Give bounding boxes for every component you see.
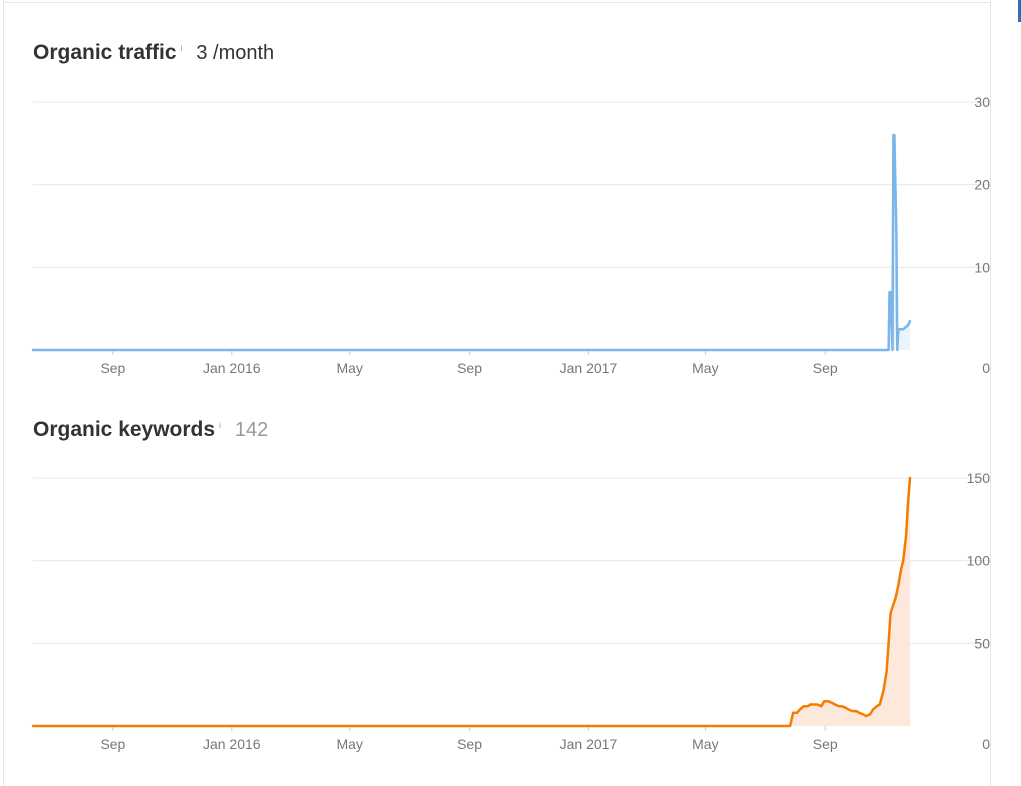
organic-traffic-title: Organic traffic <box>33 41 177 64</box>
traffic-x-tick-label: Sep <box>457 360 482 376</box>
keywords-x-tick-label: May <box>692 736 718 752</box>
keywords-x-tick-label: Sep <box>813 736 838 752</box>
traffic-series-area <box>33 135 910 350</box>
keywords-x-tick-label: May <box>336 736 362 752</box>
panel-top-border <box>4 2 990 3</box>
organic-keywords-chart: 0 50 100 150 Sep Jan 2016 May Sep Jan 2017 May Sep <box>31 470 991 752</box>
panel-left-border <box>3 0 4 786</box>
keywords-y-tick-label: 0 <box>982 736 990 752</box>
keywords-x-tick-label: Sep <box>100 736 125 752</box>
keywords-y-tick-label: 150 <box>967 470 991 486</box>
traffic-y-tick-label: 30 <box>974 94 990 110</box>
organic-keywords-title: Organic keywords <box>33 418 216 441</box>
organic-traffic-header: Organic traffic i 3 /month <box>33 41 274 65</box>
organic-traffic-chart: 0 10 20 30 Sep Jan 2016 May Sep Jan 2017 May Sep <box>31 94 990 376</box>
organic-keywords-value: 142 <box>234 419 269 441</box>
traffic-y-tick-label: 0 <box>982 360 990 376</box>
traffic-y-tick-label: 20 <box>974 177 990 193</box>
keywords-x-tick-label: Sep <box>457 736 482 752</box>
traffic-series-line[interactable] <box>31 133 912 352</box>
window-edge-accent <box>1018 0 1021 22</box>
keywords-series-line[interactable] <box>31 476 912 728</box>
traffic-x-tick-label: Sep <box>100 360 125 376</box>
keywords-x-tick-label: Jan 2016 <box>203 736 261 752</box>
keywords-x-tick-label: Jan 2017 <box>560 736 618 752</box>
traffic-x-tick-label: Jan 2017 <box>560 360 618 376</box>
traffic-x-tick-label: Jan 2016 <box>203 360 261 376</box>
organic-traffic-value: 3 /month <box>196 42 275 64</box>
traffic-y-tick-label: 10 <box>974 259 990 275</box>
panel-right-border <box>990 0 991 786</box>
info-icon[interactable]: i <box>180 44 183 53</box>
organic-keywords-header: Organic keywords i 142 <box>33 418 268 442</box>
traffic-x-tick-label: May <box>336 360 362 376</box>
keywords-y-tick-label: 50 <box>974 635 990 651</box>
keywords-series-area <box>33 478 910 726</box>
traffic-x-tick-label: Sep <box>813 360 838 376</box>
traffic-x-tick-label: May <box>692 360 718 376</box>
keywords-y-tick-label: 100 <box>967 553 991 569</box>
info-icon[interactable]: i <box>219 421 221 430</box>
